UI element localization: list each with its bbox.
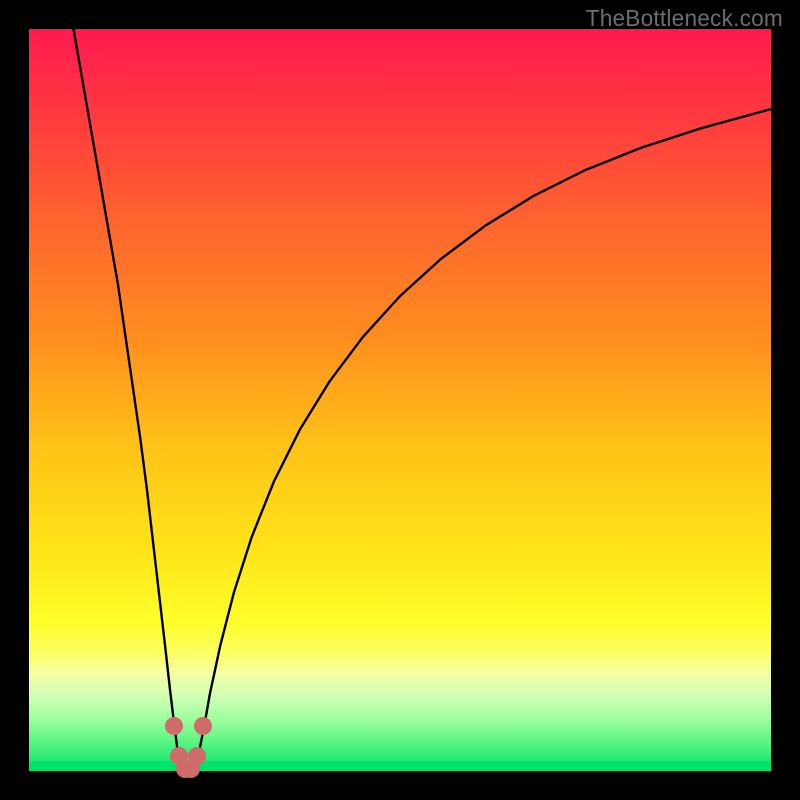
watermark-label: TheBottleneck.com [586, 5, 783, 32]
marker-point [165, 717, 183, 735]
marker-point [188, 747, 206, 765]
marker-layer [29, 29, 771, 771]
chart-container: TheBottleneck.com [0, 0, 800, 800]
marker-point [194, 717, 212, 735]
plot-area [29, 29, 771, 771]
